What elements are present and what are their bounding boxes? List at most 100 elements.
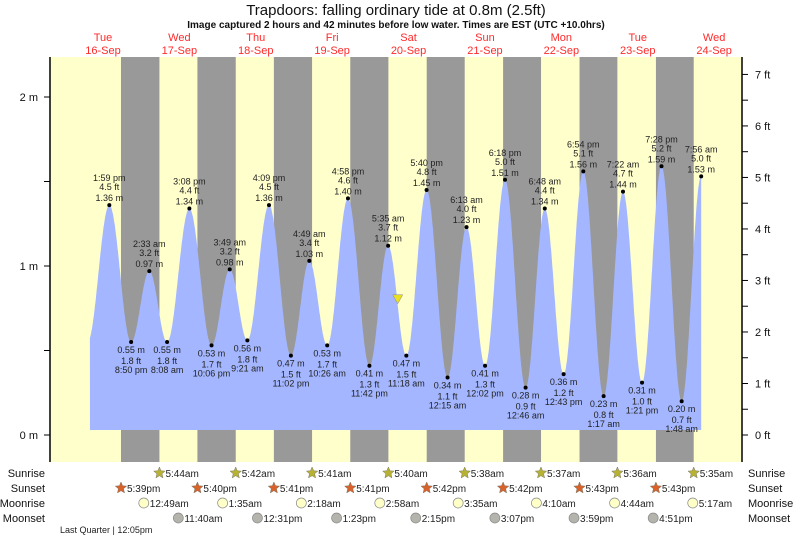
day-label-dow: Wed: [168, 32, 190, 44]
moonset-icon: [172, 512, 184, 524]
low-tide-time: 9:21 am: [231, 363, 264, 373]
high-tide-time: 5:40 pm: [410, 158, 443, 168]
moonset-time: 12:31pm: [263, 514, 302, 525]
low-tide-m: 0.41 m: [471, 369, 499, 379]
sunset-time: 5:40pm: [203, 484, 236, 495]
day-label-dow: Tue: [628, 32, 647, 44]
sunset-time: 5:41pm: [356, 484, 389, 495]
high-tide-ft: 3.7 ft: [378, 223, 399, 233]
tide-point: [523, 385, 528, 390]
low-tide-m: 0.41 m: [356, 369, 384, 379]
low-tide-time: 1:21 pm: [626, 406, 659, 416]
low-tide-ft: 0.7 ft: [672, 415, 693, 425]
sunrise-time: 5:36am: [623, 469, 656, 480]
high-tide-time: 6:13 am: [450, 195, 483, 205]
low-tide-m: 0.23 m: [590, 399, 618, 409]
high-tide-ft: 5.1 ft: [573, 148, 594, 158]
moonrise-time: 4:10am: [542, 499, 575, 510]
chart-title: Trapdoors: falling ordinary tide at 0.8m…: [246, 2, 546, 19]
left-tick-label: 1 m: [20, 261, 38, 273]
sunset-icon: [191, 481, 204, 494]
sunset-time: 5:42pm: [433, 484, 466, 495]
tide-point: [129, 340, 134, 345]
high-tide-m: 1.12 m: [374, 234, 402, 244]
row-label-left: Moonset: [3, 513, 45, 525]
low-tide-m: 0.53 m: [198, 348, 226, 358]
low-tide-m: 0.47 m: [393, 359, 421, 369]
right-tick-label: 4 ft: [755, 224, 770, 236]
moonset-icon: [489, 512, 501, 524]
tide-point: [483, 363, 488, 368]
high-tide-time: 3:49 am: [213, 237, 246, 247]
sunset-time: 5:41pm: [280, 484, 313, 495]
high-tide-m: 1.34 m: [531, 197, 559, 207]
low-tide-time: 10:06 pm: [193, 368, 231, 378]
day-label-date: 21-Sep: [467, 45, 502, 57]
low-tide-ft: 1.7 ft: [202, 359, 223, 369]
sunset-time: 5:43pm: [662, 484, 695, 495]
left-tick-label: 0 m: [20, 430, 38, 442]
moonrise-icon: [374, 497, 386, 509]
high-tide-ft: 3.2 ft: [220, 246, 241, 256]
day-label-dow: Thu: [246, 32, 265, 44]
row-label-right: Sunrise: [748, 468, 785, 480]
sunrise-icon: [458, 466, 472, 479]
high-tide-time: 4:58 pm: [332, 166, 365, 176]
high-tide-ft: 4.4 ft: [535, 186, 556, 196]
low-tide-time: 11:42 pm: [351, 389, 388, 399]
high-tide-ft: 5.2 ft: [651, 143, 672, 153]
sunset-time: 5:43pm: [586, 484, 619, 495]
sunset-icon: [114, 481, 128, 494]
row-label-right: Moonset: [748, 513, 790, 525]
tide-point: [404, 353, 409, 358]
high-tide-ft: 4.5 ft: [99, 182, 120, 192]
tide-point: [107, 203, 112, 208]
day-label-dow: Fri: [326, 32, 339, 44]
low-tide-ft: 1.3 ft: [359, 380, 380, 390]
low-tide-ft: 1.5 ft: [396, 370, 417, 380]
tide-point: [325, 343, 330, 348]
low-tide-m: 0.20 m: [668, 404, 696, 414]
low-tide-ft: 0.9 ft: [516, 402, 537, 412]
sunset-icon: [267, 481, 281, 494]
day-label-dow: Mon: [551, 32, 572, 44]
high-tide-time: 7:56 am: [685, 144, 718, 154]
moonrise-icon: [609, 497, 620, 509]
tide-point: [266, 203, 271, 208]
moonset-icon: [568, 512, 580, 524]
low-tide-ft: 1.8 ft: [237, 354, 258, 364]
tide-point: [503, 177, 508, 182]
sunrise-icon: [534, 466, 548, 479]
high-tide-time: 7:28 pm: [645, 134, 678, 144]
moonset-icon: [410, 512, 422, 524]
sunrise-icon: [229, 466, 243, 479]
low-tide-m: 0.36 m: [550, 377, 578, 387]
high-tide-ft: 5.0 ft: [495, 157, 516, 167]
low-tide-time: 12:02 pm: [466, 389, 504, 399]
low-tide-ft: 1.0 ft: [632, 397, 653, 407]
tide-point: [165, 340, 170, 345]
moonset-time: 1:23pm: [343, 514, 376, 525]
right-tick-label: 5 ft: [755, 172, 770, 184]
high-tide-ft: 4.5 ft: [259, 182, 280, 192]
tide-point: [659, 164, 664, 169]
day-label-dow: Sun: [475, 32, 495, 44]
high-tide-time: 4:49 am: [293, 229, 326, 239]
moonrise-time: 5:17am: [699, 499, 732, 510]
high-tide-m: 1.59 m: [648, 154, 676, 164]
low-tide-m: 0.31 m: [628, 386, 656, 396]
low-tide-m: 0.55 m: [153, 345, 181, 355]
tide-point: [307, 258, 312, 263]
moonrise-icon: [138, 497, 150, 509]
day-label-date: 22-Sep: [544, 45, 579, 57]
moonset-time: 3:07pm: [501, 514, 534, 525]
sunset-icon: [649, 481, 663, 494]
high-tide-m: 0.97 m: [136, 259, 164, 269]
tide-point: [245, 338, 250, 343]
day-label-dow: Wed: [703, 32, 725, 44]
day-label-date: 18-Sep: [238, 45, 273, 57]
low-tide-time: 12:43 pm: [545, 397, 583, 407]
high-tide-time: 7:22 am: [607, 160, 640, 170]
sunrise-time: 5:37am: [547, 469, 580, 480]
high-tide-m: 1.03 m: [296, 249, 324, 259]
